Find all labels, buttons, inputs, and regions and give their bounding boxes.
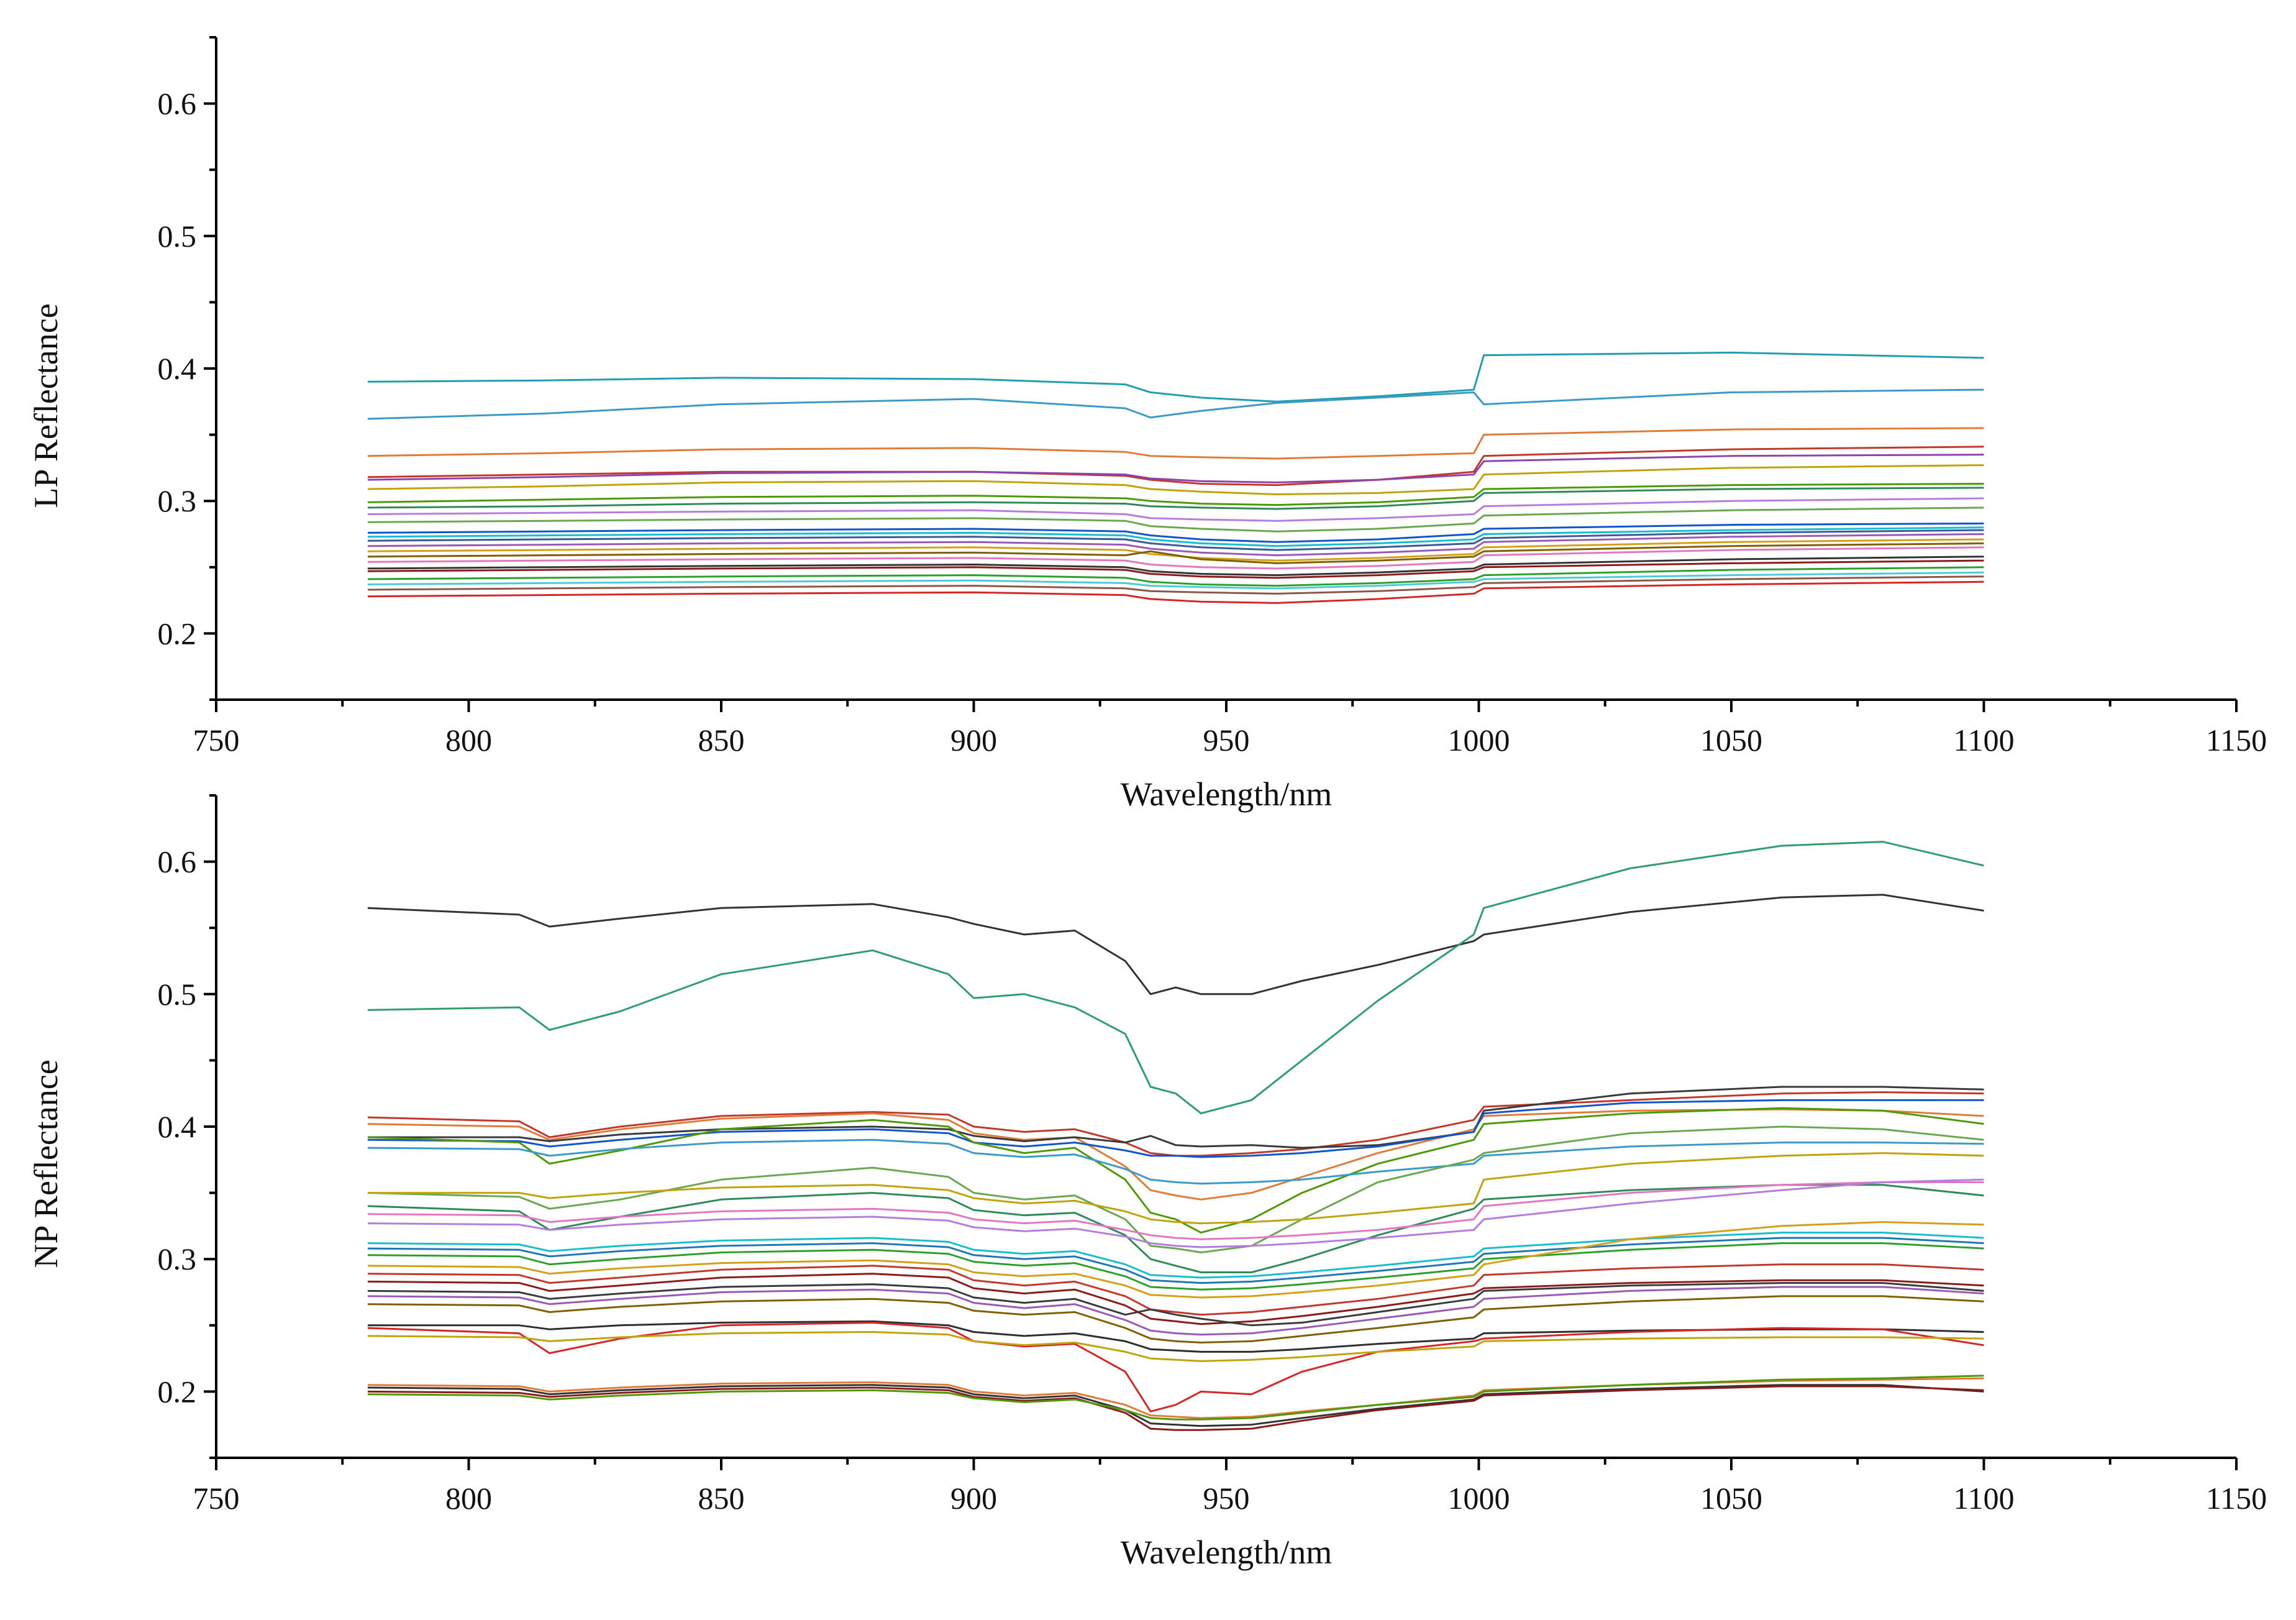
series-line-lp-14 (367, 533, 1984, 557)
x-axis-title: Wavelength/nm (1121, 1534, 1332, 1571)
series-line-np-2 (367, 841, 1984, 1115)
series-line-np-29 (367, 1375, 1984, 1421)
series-line-np-10 (367, 1152, 1984, 1225)
series-line-lp-10 (367, 506, 1984, 533)
series-line-np-6 (367, 1099, 1984, 1158)
x-tick-label: 900 (950, 723, 997, 757)
series-line-np-7 (367, 1107, 1984, 1234)
series-line-np-28 (367, 1385, 1984, 1431)
series-line-lp-12 (367, 526, 1984, 547)
series-line-lp-5 (367, 454, 1984, 483)
x-tick-label: 750 (193, 723, 240, 757)
x-tick-label: 950 (1203, 1481, 1250, 1516)
x-tick-label: 850 (698, 1481, 745, 1516)
series-line-lp-8 (367, 487, 1984, 510)
x-tick-label: 1050 (1700, 1481, 1762, 1516)
series-line-lp-1 (367, 351, 1984, 403)
x-tick-label: 1000 (1448, 1481, 1510, 1516)
x-tick-label: 800 (445, 1481, 492, 1516)
x-tick-label: 750 (193, 1481, 240, 1516)
series-line-np-23 (367, 1320, 1984, 1353)
chart-lp-reflectance: 750 800 850 900 950 1000 1050 1100 1150 0.2 0.3 0.4… (27, 36, 2267, 813)
series-line-lp-15 (367, 538, 1984, 562)
y-tick-label: 0.2 (158, 1374, 197, 1409)
x-tick-label: 800 (445, 723, 492, 757)
series-line-np-19 (367, 1273, 1984, 1325)
series-line-np-12 (367, 1181, 1984, 1240)
y-tick-label: 0.4 (158, 1109, 197, 1144)
x-tick-label: 1100 (1953, 1481, 2014, 1516)
series-line-np-15 (367, 1237, 1984, 1284)
y-tick-label: 0.3 (158, 1242, 197, 1276)
series-line-lp-21 (367, 571, 1984, 590)
series-line-np-8 (367, 1138, 1984, 1185)
series-line-np-26 (367, 1377, 1984, 1419)
series-line-lp-9 (367, 497, 1984, 522)
x-tick-label: 1000 (1448, 723, 1510, 757)
series-line-np-13 (367, 1178, 1984, 1248)
series-line-lp-17 (367, 546, 1984, 570)
x-tick-label: 900 (950, 1481, 997, 1516)
y-tick-label: 0.4 (158, 351, 197, 386)
y-tick-label: 0.2 (158, 616, 197, 651)
y-tick-label: 0.5 (158, 977, 197, 1012)
y-axis-title: LP Reflectance (27, 303, 65, 508)
x-tick-label: 950 (1203, 723, 1250, 757)
y-tick-label: 0.6 (158, 86, 197, 121)
series-line-np-1 (367, 894, 1984, 995)
x-tick-label: 1100 (1953, 723, 2014, 757)
x-tick-label: 1150 (2206, 723, 2267, 757)
series-line-lp-11 (367, 522, 1984, 543)
series-line-np-25 (367, 1331, 1984, 1362)
series-line-lp-22 (367, 575, 1984, 595)
x-tick-label: 850 (698, 723, 745, 757)
x-tick-label: 1050 (1700, 723, 1762, 757)
series-line-np-4 (367, 1108, 1984, 1201)
y-axis-title: NP Reflectance (27, 1059, 65, 1268)
series-line-lp-7 (367, 483, 1984, 506)
series-line-lp-13 (367, 529, 1984, 551)
y-tick-label: 0.3 (158, 483, 197, 518)
series-line-np-27 (367, 1384, 1984, 1427)
series-line-lp-18 (367, 556, 1984, 577)
series-line-np-24 (367, 1322, 1984, 1412)
series-line-np-21 (367, 1286, 1984, 1336)
series-line-np-17 (367, 1221, 1984, 1299)
series-line-np-11 (367, 1184, 1984, 1273)
series-line-np-22 (367, 1295, 1984, 1343)
series-line-np-14 (367, 1232, 1984, 1279)
series-line-lp-4 (367, 446, 1984, 487)
series-line-lp-20 (367, 566, 1984, 587)
series-line-lp-6 (367, 464, 1984, 495)
series-line-lp-3 (367, 427, 1984, 460)
x-axis-title: Wavelength/nm (1121, 776, 1332, 813)
series-line-lp-2 (367, 388, 1984, 420)
series-line-lp-16 (367, 542, 1984, 564)
y-tick-label: 0.6 (158, 844, 197, 879)
series-line-np-5 (367, 1086, 1984, 1149)
y-tick-label: 0.5 (158, 219, 197, 254)
series-line-np-20 (367, 1282, 1984, 1327)
series-line-lp-19 (367, 559, 1984, 579)
series-line-lp-23 (367, 580, 1984, 604)
chart-np-reflectance: 750 800 850 900 950 1000 1050 1100 1150 0.2 0.3 0.4… (27, 794, 2267, 1571)
series-line-np-9 (367, 1125, 1984, 1253)
x-tick-label: 1150 (2206, 1481, 2267, 1516)
